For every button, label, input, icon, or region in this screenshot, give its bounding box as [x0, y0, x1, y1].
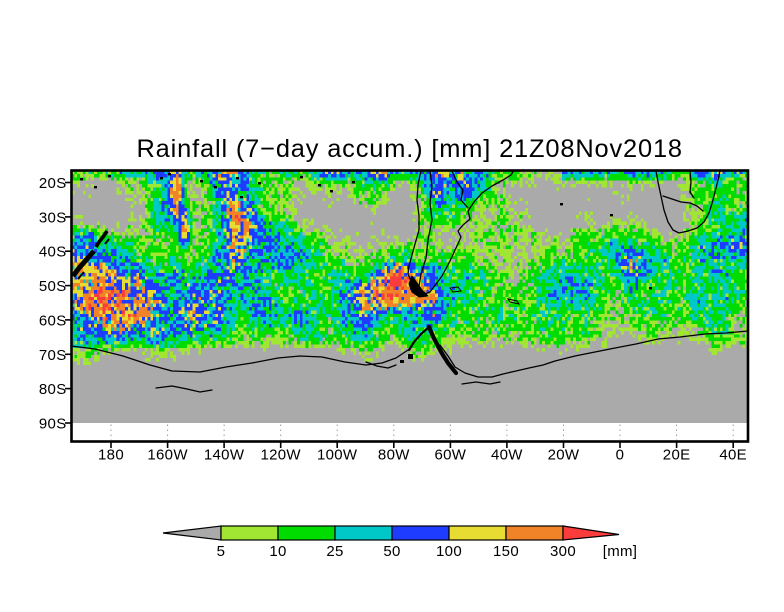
svg-text:150: 150 — [493, 543, 519, 560]
svg-text:60S: 60S — [39, 312, 67, 329]
svg-text:5: 5 — [217, 543, 226, 560]
svg-text:300: 300 — [550, 543, 576, 560]
svg-text:140W: 140W — [204, 447, 245, 464]
svg-text:Rainfall (7−day accum.) [mm] 2: Rainfall (7−day accum.) [mm] 21Z08Nov201… — [136, 135, 682, 163]
svg-text:30S: 30S — [39, 209, 67, 226]
svg-text:180: 180 — [98, 447, 124, 464]
svg-text:100W: 100W — [317, 447, 358, 464]
svg-text:50S: 50S — [39, 278, 67, 295]
svg-text:90S: 90S — [39, 416, 67, 433]
svg-text:50: 50 — [383, 543, 400, 560]
svg-text:80S: 80S — [39, 381, 67, 398]
svg-text:0: 0 — [616, 447, 625, 464]
svg-text:120W: 120W — [261, 447, 302, 464]
svg-text:80W: 80W — [378, 447, 410, 464]
svg-text:[mm]: [mm] — [603, 543, 638, 560]
svg-text:40S: 40S — [39, 244, 67, 261]
svg-text:10: 10 — [269, 543, 286, 560]
svg-text:40E: 40E — [719, 447, 747, 464]
svg-text:20S: 20S — [39, 175, 67, 192]
svg-text:20E: 20E — [663, 447, 691, 464]
svg-text:100: 100 — [436, 543, 462, 560]
svg-text:20W: 20W — [548, 447, 580, 464]
svg-text:25: 25 — [326, 543, 343, 560]
svg-text:160W: 160W — [147, 447, 188, 464]
svg-text:70S: 70S — [39, 347, 67, 364]
svg-text:60W: 60W — [435, 447, 467, 464]
svg-text:40W: 40W — [491, 447, 523, 464]
